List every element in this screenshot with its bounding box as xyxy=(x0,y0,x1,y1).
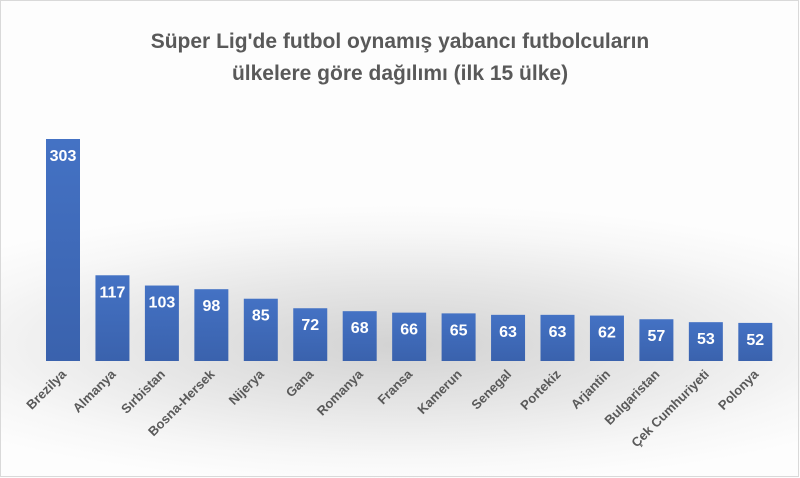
bar-Portekiz xyxy=(540,314,575,361)
category-label: Almanya xyxy=(70,366,119,415)
data-label: 57 xyxy=(648,328,666,345)
data-label: 52 xyxy=(746,332,764,349)
data-label: 63 xyxy=(499,324,517,341)
data-label: 68 xyxy=(351,320,369,337)
category-label: Fransa xyxy=(375,366,416,407)
bar-Fransa xyxy=(392,312,427,361)
category-label: Nijerya xyxy=(226,366,268,408)
data-label: 63 xyxy=(549,324,567,341)
data-label: 53 xyxy=(697,331,715,348)
category-label: Kamerun xyxy=(414,366,464,416)
chart-title-line1: Süper Lig'de futbol oynamış yabancı futb… xyxy=(150,30,650,53)
data-label: 65 xyxy=(450,322,468,339)
bar-Çek Cumhuriyeti xyxy=(688,322,723,361)
bar-Kamerun xyxy=(441,313,476,361)
data-label: 117 xyxy=(100,284,126,301)
category-label: Portekiz xyxy=(517,366,564,413)
bar-Arjantin xyxy=(589,315,624,361)
bar-Almanya xyxy=(95,275,130,361)
bar-Romanya xyxy=(342,311,377,361)
bar-Nijerya xyxy=(243,298,278,361)
data-label: 62 xyxy=(598,325,616,342)
data-label: 85 xyxy=(252,308,270,325)
data-label: 303 xyxy=(50,148,77,165)
category-label: Arjantin xyxy=(568,366,613,411)
chart-title-line2: ülkelere göre dağılımı (ilk 15 ülke) xyxy=(231,62,569,85)
bar-Sırbistan xyxy=(144,285,179,361)
bar-Polonya xyxy=(738,322,773,361)
category-label: Gana xyxy=(283,366,317,400)
category-label: Sırbistan xyxy=(118,366,168,416)
bar-Brezilya xyxy=(46,139,80,361)
category-label: Brezilya xyxy=(23,366,69,412)
data-label: 103 xyxy=(149,295,176,312)
bar-Bulgaristan xyxy=(639,319,674,361)
bar-Senegal xyxy=(491,314,526,361)
bar-Bosna-Hersek xyxy=(194,289,229,361)
bar-Gana xyxy=(293,308,328,361)
category-label: Polonya xyxy=(715,366,762,413)
category-label: Senegal xyxy=(468,367,514,413)
data-label: 98 xyxy=(202,298,220,315)
data-label: 66 xyxy=(400,322,418,339)
data-label: 72 xyxy=(301,317,319,334)
category-label: Romanya xyxy=(314,366,367,419)
